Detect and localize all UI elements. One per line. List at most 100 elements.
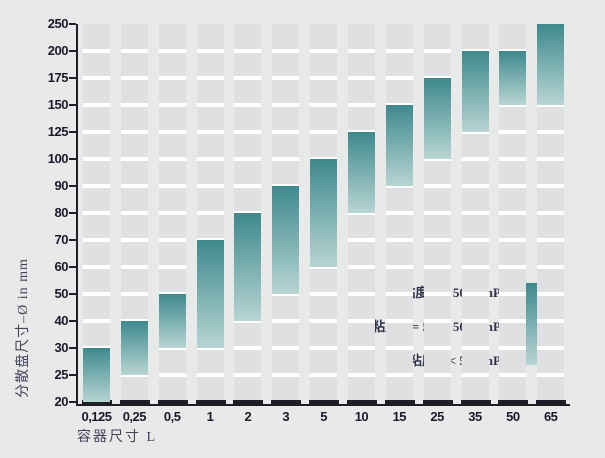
x-axis-tick-dash [346,400,377,406]
x-tick-label: 3 [282,409,290,424]
grid-column [347,24,375,402]
y-tick-mark [69,239,76,241]
y-tick-label: 70 [54,232,69,247]
grid-cell [385,242,413,265]
grid-cell [499,323,527,346]
x-axis-tick-dash [157,400,188,406]
range-bar [385,105,413,186]
grid-cell [83,53,110,76]
grid-cell [196,350,224,373]
grid-cell [499,269,527,292]
x-tick-label: 0,125 [81,409,112,424]
range-bar [158,294,186,348]
grid-cell [120,188,148,211]
grid-cell [499,24,527,49]
grid-cell [234,134,262,157]
grid-cell [272,161,300,184]
grid-column [385,24,413,402]
y-tick-mark [69,77,76,79]
x-tick-label: 0,25 [122,409,147,424]
x-tick-label: 0,5 [163,409,181,424]
range-bar [461,51,489,132]
x-tick-label: 25 [430,409,444,424]
grid-cell [537,242,565,265]
grid-cell [537,350,565,373]
grid-cell [310,134,338,157]
range-bar [347,132,375,213]
grid-cell [423,269,451,292]
y-tick-label: 100 [47,151,69,166]
y-tick-label: 20 [54,394,69,409]
grid-cell [347,350,375,373]
y-tick-label: 25 [54,367,69,382]
grid-cell [461,242,489,265]
x-axis-tick-dash [422,400,453,406]
grid-cell [158,24,186,49]
grid-cell [499,296,527,319]
grid-cell [461,24,489,49]
range-bar [423,78,451,159]
grid-cell [120,377,148,402]
grid-cell [347,53,375,76]
grid-cell [385,350,413,373]
grid-cell [310,323,338,346]
grid-cell [423,188,451,211]
grid-cell [499,350,527,373]
grid-cell [83,215,110,238]
grid-cell [196,215,224,238]
grid-cell [499,188,527,211]
grid-cell [272,80,300,103]
grid-cell [423,242,451,265]
grid-cell [158,269,186,292]
grid-cell [83,269,110,292]
grid-cell [499,134,527,157]
grid-cell [120,80,148,103]
grid-cell [423,350,451,373]
grid-cell [158,134,186,157]
x-tick-label: 35 [468,409,482,424]
x-tick-label: 5 [320,409,327,424]
x-tick-label: 65 [543,409,558,424]
grid-cell [461,215,489,238]
grid-cell [158,80,186,103]
grid-cell [234,350,262,373]
y-axis-line [76,24,78,406]
x-axis-tick-dash [460,400,491,406]
grid-cell [158,161,186,184]
grid-cell [461,134,489,157]
grid-cell [537,296,565,319]
y-tick-label: 40 [54,313,69,328]
grid-cell [385,215,413,238]
y-tick-mark [69,401,76,403]
grid-cell [120,161,148,184]
y-tick-mark [69,347,76,349]
grid-cell [461,377,489,402]
grid-cell [158,53,186,76]
grid-cell [196,161,224,184]
grid-cell [196,24,224,49]
grid-cell [499,377,527,402]
grid-cell [347,80,375,103]
grid-cell [83,242,110,265]
grid-cell [272,296,300,319]
range-bar [499,51,527,105]
grid-cell [83,323,110,346]
grid-cell [423,296,451,319]
grid-cell [234,161,262,184]
grid-cell [461,296,489,319]
grid-cell [234,188,262,211]
grid-cell [385,188,413,211]
x-tick-label: 15 [392,409,407,424]
grid-cell [347,215,375,238]
grid-cell [272,323,300,346]
x-tick-label: 50 [506,409,520,424]
grid-cell [499,242,527,265]
grid-cell [499,107,527,130]
grid-cell [499,161,527,184]
grid-cell [83,107,110,130]
grid-cell [272,107,300,130]
grid-cell [310,350,338,373]
grid-cell [347,269,375,292]
grid-cell [385,269,413,292]
